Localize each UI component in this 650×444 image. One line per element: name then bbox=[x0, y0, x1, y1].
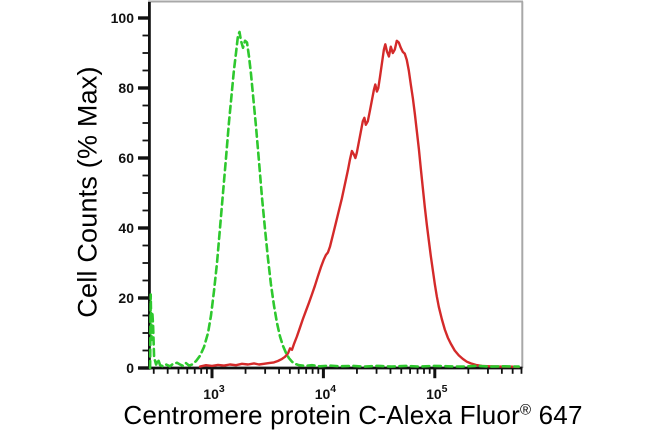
y-axis-tick-label: 100 bbox=[111, 10, 135, 26]
green-dashed-curve bbox=[148, 30, 521, 370]
x-axis-tick-label: 104 bbox=[315, 383, 337, 402]
x-axis-label-main: Centromere protein C-Alexa Fluor bbox=[123, 400, 520, 430]
y-axis-tick-label: 60 bbox=[118, 150, 134, 166]
y-axis-tick-label: 80 bbox=[118, 80, 134, 96]
registered-trademark-icon: ® bbox=[519, 401, 532, 419]
y-axis-tick-label: 20 bbox=[118, 290, 134, 306]
x-axis-tick-label: 103 bbox=[203, 383, 225, 402]
y-axis-label: Cell Counts (% Max) bbox=[72, 66, 103, 318]
x-axis-label-suffix: 647 bbox=[531, 400, 583, 430]
x-axis-tick-label: 105 bbox=[426, 383, 448, 402]
x-axis-label: Centromere protein C-Alexa Fluor® 647 bbox=[123, 400, 582, 431]
y-axis-tick-label: 40 bbox=[118, 220, 134, 236]
y-axis-tick-label: 0 bbox=[126, 360, 134, 376]
red-solid-curve bbox=[198, 39, 520, 369]
